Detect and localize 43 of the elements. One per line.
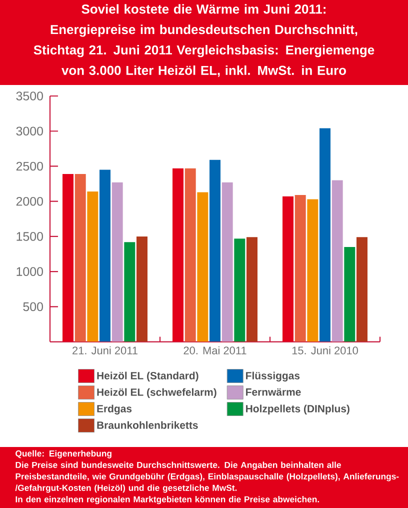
text: In den einzelnen regionalen Marktgebieten können die Preise abweichen. [16,496,320,504]
text: Die Preise sind bundesweite Durchschnittswerte. Die Angaben beinhalten alle Preisbestandteile, wie Grundgebühr (Erdgas), Einblaspauschalle (Holzpellets), Anlieferungs-/Gefahrgut-Kosten (Heizöl) und die gesetzliche MwSt. [15,462,399,493]
bar [320,128,330,342]
bar [62,174,74,342]
bar [332,180,343,342]
y-tick-label: 3000 [16,126,43,136]
x-tick-label: 15. Juni 2010 [292,346,358,354]
bar [222,182,233,342]
legend-label: Fernwärme [246,388,301,396]
source-note: Quelle: Eigenerhebung [16,450,112,458]
legend-label: Heizöl EL (schwefelarm) [97,388,216,398]
x-tick-label: 21. Juni 2011 [72,346,138,354]
bar [356,237,368,342]
y-tick-label: 2500 [16,162,43,171]
chart-title: Soviel kostete die Wärme im Juni 2011: [82,4,326,14]
bar [112,182,123,342]
bar [210,160,220,342]
chart-subtitle: Energiepreise im bundesdeutschen Durchschnitt, Stichtag 21. Juni 2011 Vergleichsbasis: Energiemenge von 3.000 Liter Heizöl EL, inkl. MwSt. in Euro [34,24,374,77]
y-tick-label: 500 [23,302,43,312]
bar [172,168,184,342]
bar [74,174,86,342]
y-tick-label: 3500 [16,92,43,100]
bar [307,199,318,342]
y-tick-label: 2000 [16,196,43,206]
y-tick-label: 1500 [16,232,43,241]
bar [184,168,196,342]
x-tick-label: 20. Mai 2011 [184,346,246,354]
legend-label: Braunkohlenbriketts [97,421,198,429]
bar [136,236,148,342]
bar [234,238,246,342]
y-tick-label: 1000 [16,267,43,276]
bar [294,195,306,342]
bar [87,192,98,342]
legend-label: Erdgas [97,404,132,414]
legend-label: Flüssiggas [246,372,300,382]
bar [124,242,136,342]
legend-label: Holzpellets (DINplus) [246,404,350,414]
bar [246,237,258,342]
legend-label: Heizöl EL (Standard) [97,372,198,382]
bar [100,170,110,342]
bar [197,192,208,342]
bar [344,246,356,342]
bar [282,196,294,342]
